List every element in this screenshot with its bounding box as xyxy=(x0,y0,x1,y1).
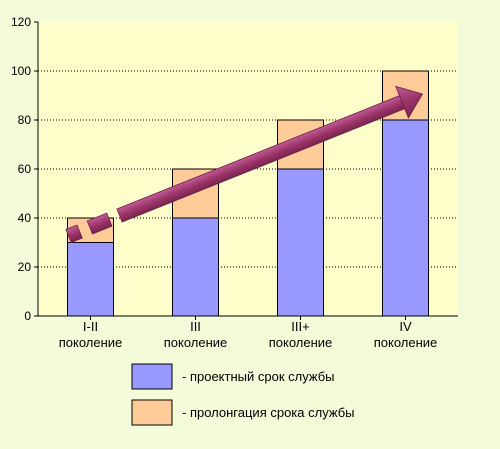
legend: - проектный срок службы - пролонгация сро… xyxy=(131,363,354,426)
bar-segment xyxy=(277,168,324,317)
bar-segment xyxy=(382,119,429,317)
legend-swatch xyxy=(131,399,173,426)
x-tick-label: III+ xyxy=(291,319,309,334)
bar-segment xyxy=(67,242,114,317)
x-tick-label: III xyxy=(190,319,201,334)
y-tick-label: 120 xyxy=(11,15,31,29)
y-tick-label: 40 xyxy=(18,211,32,225)
x-tick-label: IV xyxy=(399,319,412,334)
legend-label: - пролонгация срока службы xyxy=(182,405,354,420)
x-tick-label: поколение xyxy=(164,335,228,350)
x-tick-label: I-II xyxy=(83,319,98,334)
y-tick-label: 80 xyxy=(18,113,32,127)
legend-swatch xyxy=(131,363,173,390)
y-tick-labels: 0 20 40 60 80 100 120 xyxy=(11,15,38,323)
x-tick-label: поколение xyxy=(269,335,333,350)
y-tick-label: 20 xyxy=(18,260,32,274)
bar-segment xyxy=(172,217,219,317)
legend-label: - проектный срок службы xyxy=(182,369,334,384)
trend-arrow xyxy=(65,85,424,244)
y-tick-label: 0 xyxy=(24,309,31,323)
x-tick-label: поколение xyxy=(59,335,123,350)
arrow-segment xyxy=(65,224,83,244)
trend-arrow-shape xyxy=(65,85,424,244)
x-tick-labels: I-IIпоколениеIIIпоколениеIII+поколениеIV… xyxy=(59,316,438,350)
arrow-segment xyxy=(86,212,113,235)
arrow-head xyxy=(395,85,424,119)
x-tick-label: поколение xyxy=(374,335,438,350)
y-tick-label: 60 xyxy=(18,162,32,176)
y-tick-label: 100 xyxy=(11,64,31,78)
